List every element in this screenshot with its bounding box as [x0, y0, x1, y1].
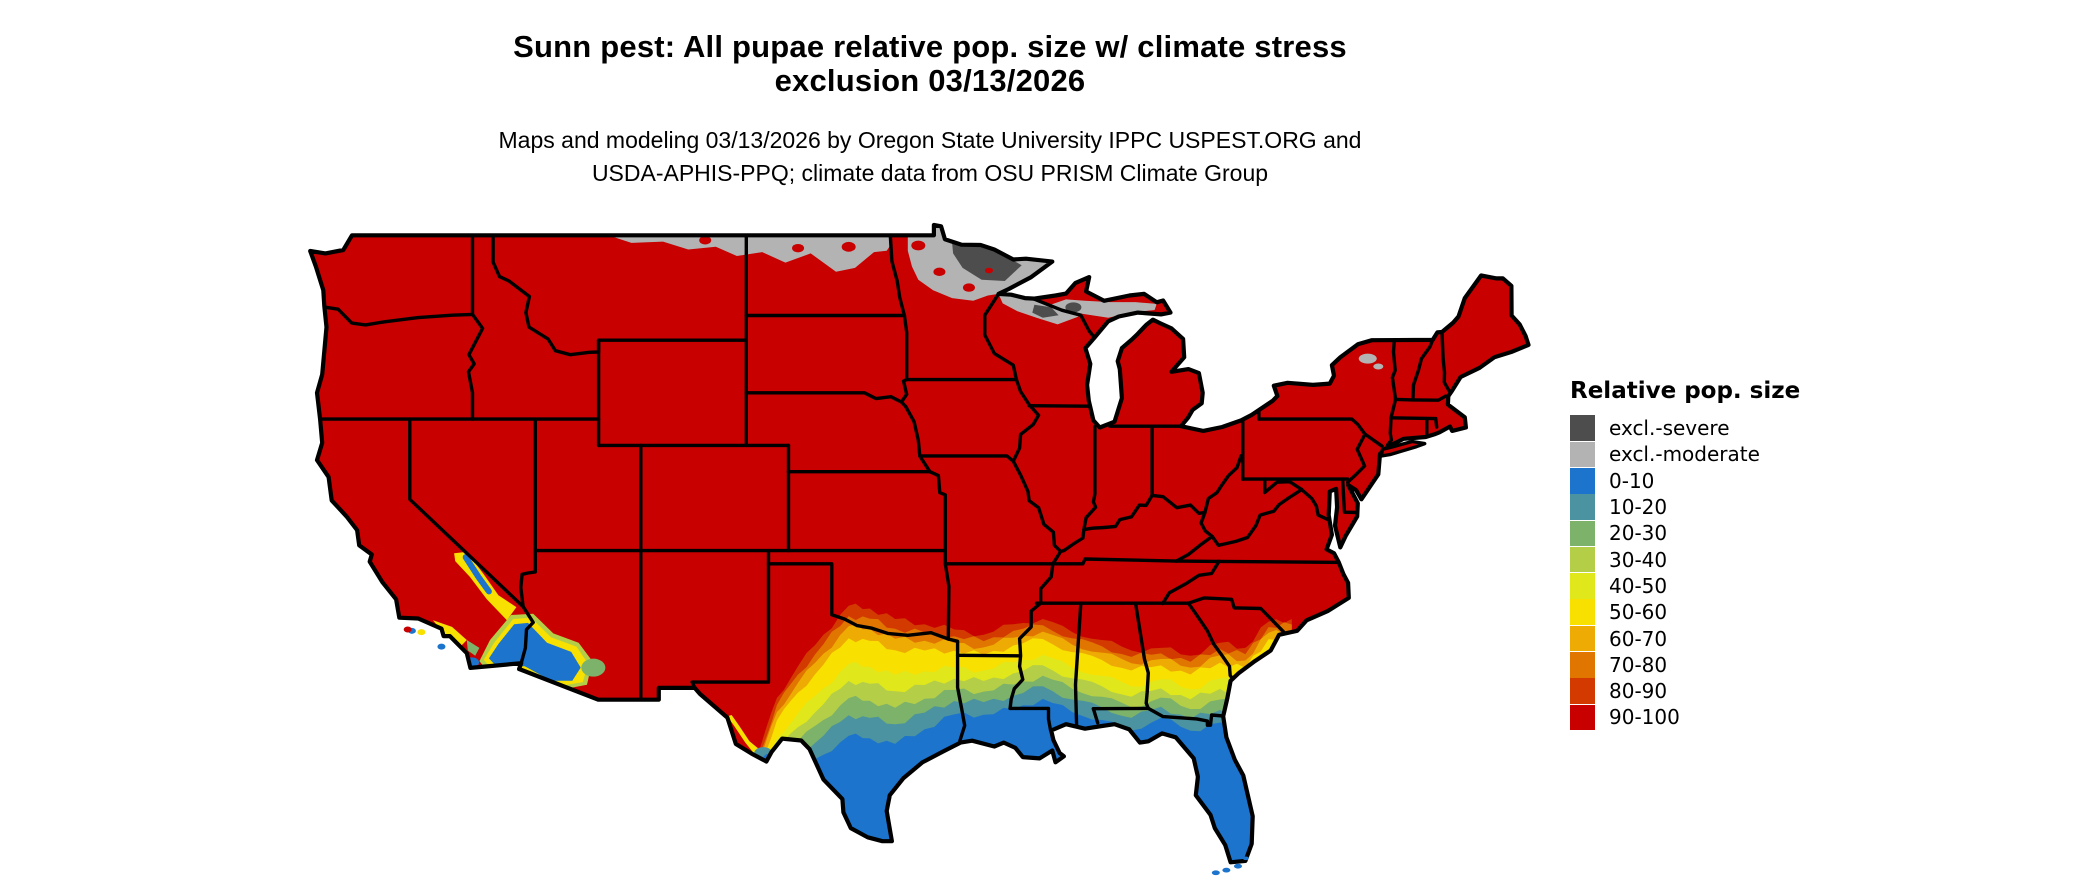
legend-swatch-icon	[1570, 652, 1595, 678]
legend-swatch-icon	[1570, 678, 1595, 704]
legend-swatch-icon	[1570, 441, 1595, 468]
legend-swatch-icon	[1570, 494, 1595, 520]
legend-item: 20-30	[1570, 520, 1800, 547]
legend-item: excl.-severe	[1570, 415, 1800, 441]
legend-item-label: excl.-moderate	[1609, 442, 1760, 467]
legend-item-label: 60-70	[1609, 626, 1668, 651]
map-title: Sunn pest: All pupae relative pop. size …	[0, 30, 1860, 98]
map-subtitle: Maps and modeling 03/13/2026 by Oregon S…	[0, 124, 1860, 190]
legend-items: excl.-severe excl.-moderate 0-10 10-20 20-30…	[1570, 415, 1800, 731]
exclusion-zones	[608, 227, 1384, 370]
legend-item: 30-40	[1570, 546, 1800, 573]
legend-item-label: 30-40	[1609, 547, 1668, 572]
map-title-line1: Sunn pest: All pupae relative pop. size …	[513, 29, 1347, 64]
legend-item: 50-60	[1570, 599, 1800, 626]
legend-item-label: 20-30	[1609, 521, 1668, 546]
map-subtitle-line1: Maps and modeling 03/13/2026 by Oregon S…	[498, 127, 1362, 153]
long-island	[1379, 439, 1427, 458]
map-subtitle-line2: USDA-APHIS-PPQ; climate data from OSU PR…	[591, 160, 1269, 186]
legend-swatch-icon	[1570, 546, 1595, 573]
legend-item-label: excl.-severe	[1609, 416, 1730, 441]
legend-swatch-icon	[1570, 573, 1595, 599]
legend-item: 10-20	[1570, 494, 1800, 520]
map-title-line2: exclusion 03/13/2026	[774, 63, 1086, 98]
legend-swatch-icon	[1570, 415, 1595, 441]
channel-islands	[403, 626, 446, 650]
legend-item-label: 90-100	[1609, 705, 1680, 730]
legend-title: Relative pop. size	[1570, 378, 1801, 404]
legend-swatch-icon	[1570, 625, 1595, 652]
legend-item-label: 50-60	[1609, 600, 1668, 625]
legend-item-label: 80-90	[1609, 679, 1668, 704]
legend-item-label: 0-10	[1609, 468, 1655, 493]
florida-keys	[1211, 856, 1249, 876]
legend-item: 70-80	[1570, 652, 1800, 678]
legend-swatch-icon	[1570, 467, 1595, 494]
state-borders	[318, 233, 1451, 743]
legend-swatch-icon	[1570, 520, 1595, 547]
legend-item: 90-100	[1570, 704, 1800, 731]
legend-swatch-icon	[1570, 599, 1595, 626]
us-outline	[308, 222, 1531, 865]
legend-item: 80-90	[1570, 678, 1800, 704]
map-legend: Relative pop. size excl.-severe excl.-mod…	[1570, 379, 1800, 731]
legend-item: 40-50	[1570, 573, 1800, 599]
legend-item-label: 40-50	[1609, 573, 1668, 598]
legend-item-label: 70-80	[1609, 652, 1668, 677]
legend-item: 60-70	[1570, 625, 1800, 652]
legend-swatch-icon	[1570, 704, 1595, 731]
legend-item-label: 10-20	[1609, 495, 1668, 520]
legend-item: excl.-moderate	[1570, 441, 1800, 468]
legend-item: 0-10	[1570, 467, 1800, 494]
